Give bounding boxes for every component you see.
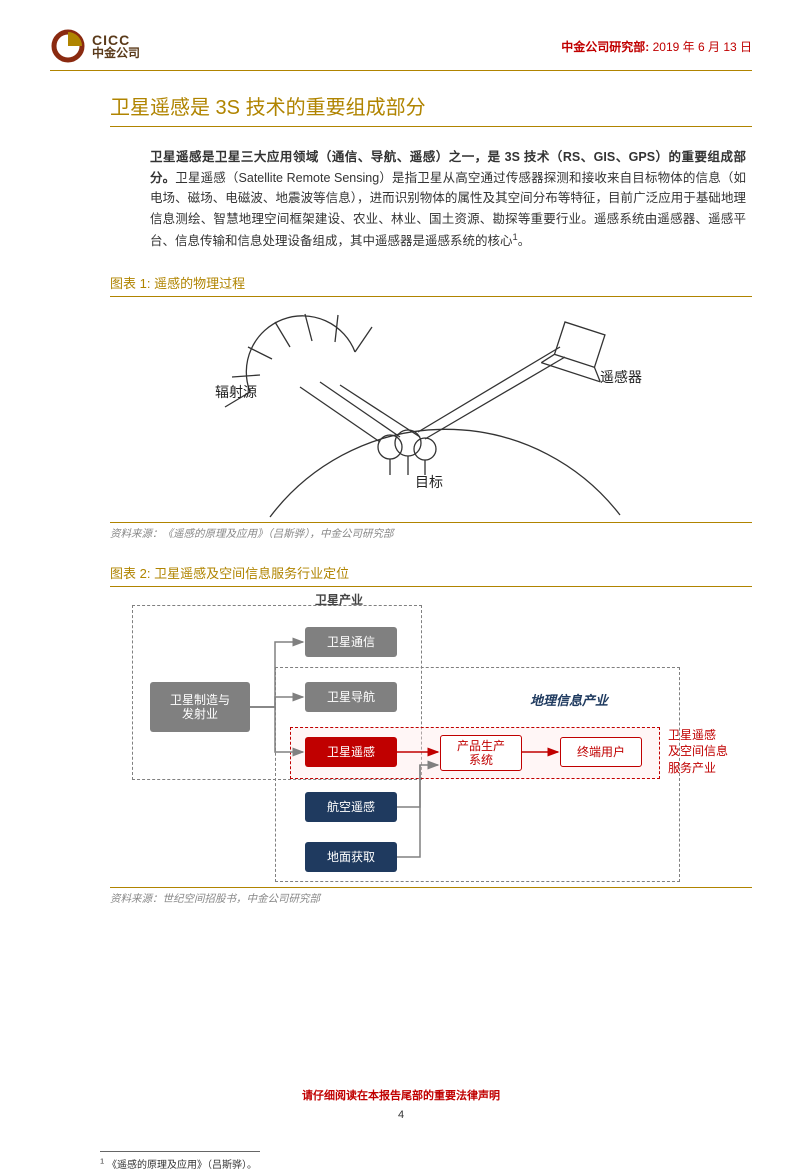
- fig1-label-sensor: 遥感器: [600, 367, 642, 387]
- figure1-svg: [190, 297, 710, 522]
- logo-text-zh: 中金公司: [92, 47, 140, 59]
- node-user: 终端用户: [560, 737, 642, 767]
- figure2-title: 图表 2: 卫星遥感及空间信息服务行业定位: [110, 559, 752, 587]
- figure1-canvas: 辐射源 目标 遥感器: [110, 297, 752, 522]
- logo: CICC 中金公司: [50, 28, 140, 64]
- figure1-title: 图表 1: 遥感的物理过程: [110, 269, 752, 297]
- para-period: 。: [518, 234, 531, 248]
- fig1-label-target: 目标: [415, 472, 443, 492]
- body-paragraph: 卫星遥感是卫星三大应用领域（通信、导航、遥感）之一，是 3S 技术（RS、GIS…: [150, 147, 746, 251]
- logo-text-en: CICC: [92, 33, 140, 47]
- fig1-label-source: 辐射源: [215, 382, 257, 402]
- footnote: 1 《遥感的原理及应用》（吕斯骅）。: [100, 1152, 752, 1171]
- node-air: 航空遥感: [305, 792, 397, 822]
- logo-icon: [50, 28, 86, 64]
- header-dept: 中金公司研究部:: [561, 40, 652, 54]
- figure1-source: 资料来源：《遥感的原理及应用》（吕斯骅），中金公司研究部: [110, 522, 752, 541]
- section-title: 卫星遥感是 3S 技术的重要组成部分: [110, 91, 752, 127]
- node-ground: 地面获取: [305, 842, 397, 872]
- footer-legal: 请仔细阅读在本报告尾部的重要法律声明: [0, 1087, 802, 1103]
- figure2-source: 资料来源：世纪空间招股书，中金公司研究部: [110, 887, 752, 906]
- node-rs: 卫星遥感: [305, 737, 397, 767]
- page-header: CICC 中金公司 中金公司研究部: 2019 年 6 月 13 日: [50, 28, 752, 71]
- para-rest: 卫星遥感（Satellite Remote Sensing）是指卫星从高空通过传…: [150, 171, 746, 248]
- footnote-text: 《遥感的原理及应用》（吕斯骅）。: [107, 1160, 257, 1171]
- node-comm: 卫星通信: [305, 627, 397, 657]
- figure2-canvas: 卫星产业 地理信息产业 卫星遥感 及空间信息 服务产业: [120, 587, 752, 887]
- header-right: 中金公司研究部: 2019 年 6 月 13 日: [561, 38, 752, 55]
- page-number: 4: [0, 1109, 802, 1121]
- footnote-marker: 1: [100, 1157, 104, 1166]
- node-nav: 卫星导航: [305, 682, 397, 712]
- node-mfg: 卫星制造与 发射业: [150, 682, 250, 732]
- node-prod: 产品生产 系统: [440, 735, 522, 771]
- header-date: 2019 年 6 月 13 日: [653, 40, 752, 54]
